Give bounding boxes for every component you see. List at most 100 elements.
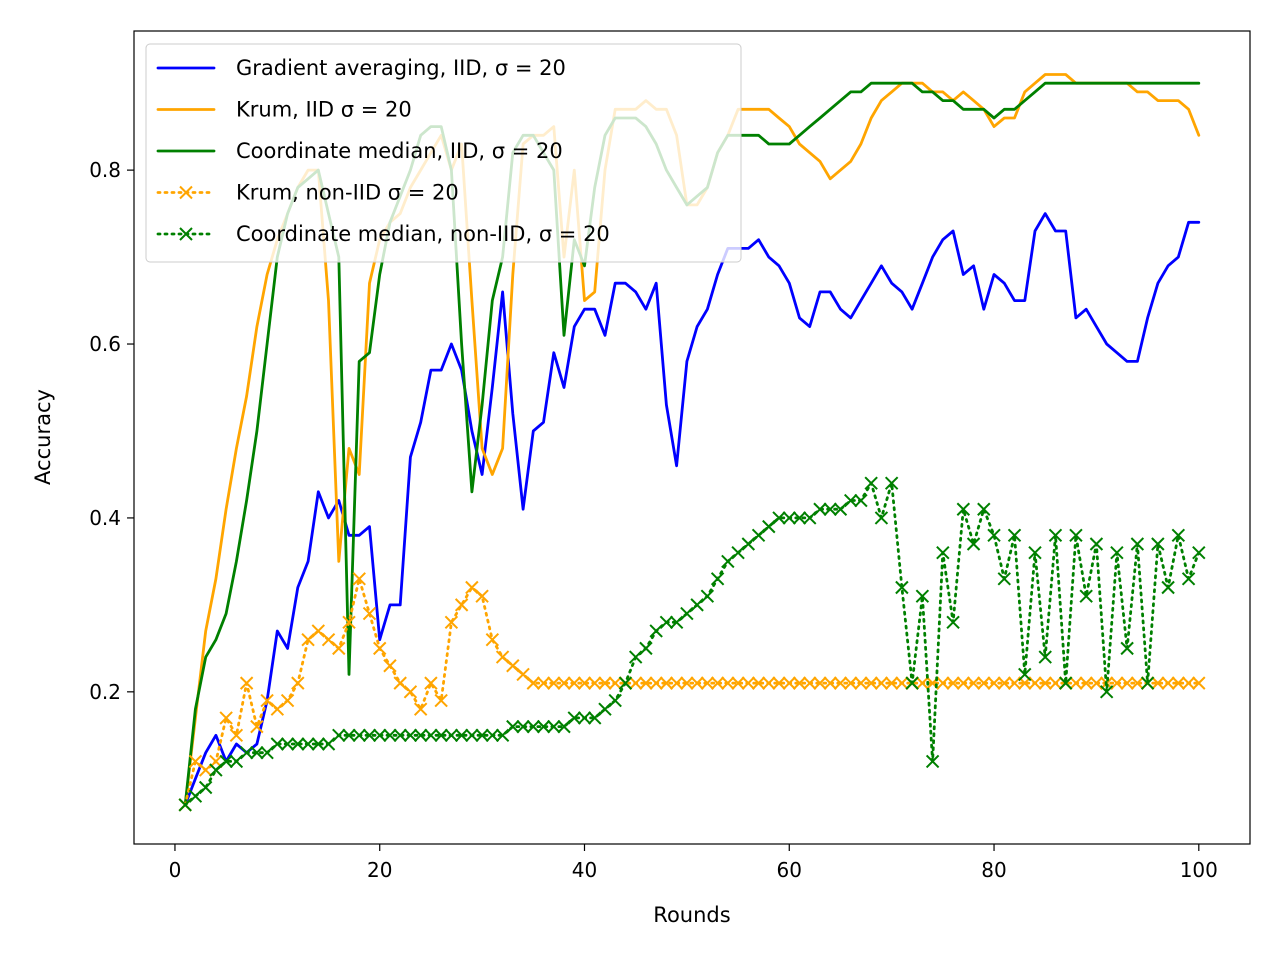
series-point [444,615,459,629]
series-4 [178,572,1206,812]
series-point [618,676,633,690]
series-point [772,676,786,690]
series-point [854,493,868,508]
series-point [526,719,541,734]
series-point [403,728,418,743]
series-point [997,572,1011,586]
plot-frame [133,30,1251,845]
series-point [813,676,827,690]
series-point [1059,676,1073,690]
series-point [454,728,469,743]
y-axis-label: Accuracy [31,389,55,485]
series-point [966,676,981,690]
series-point [454,598,469,612]
series-point [1038,676,1052,690]
series-point [270,737,285,751]
series-point [311,737,326,751]
series-point [1089,676,1104,690]
series-point [741,537,756,551]
series-point [1192,676,1206,690]
series-point [413,702,428,716]
series-point [332,641,346,656]
series-point [843,676,858,690]
series-point [659,615,674,629]
series-point [895,580,909,595]
legend-label: Krum, IID σ = 20 [236,98,412,122]
series-point [229,728,244,743]
x-tick-label: 20 [367,858,392,882]
series-point [332,728,346,743]
series-point [741,676,756,690]
series-point [250,719,264,734]
y-axis-ticks: 0.2 0.4 0.6 0.8 [89,158,134,704]
series-point [936,546,950,560]
series-point [803,511,817,525]
series-point [1140,676,1155,690]
series-point [977,676,991,690]
y-tick-label: 0.8 [89,158,121,182]
legend-label: Coordinate median, non-IID, σ = 20 [236,222,610,246]
series-point [690,598,704,612]
series-point [1171,528,1186,543]
series-point [342,728,356,743]
series-point [905,676,919,690]
series-point [1069,676,1083,690]
legend: Gradient averaging, IID, σ = 20 Krum, IID… [145,43,742,263]
legend-entry: Gradient averaging, IID, σ = 20 [156,56,566,80]
x-tick-label: 0 [169,858,182,882]
series-point [270,702,285,716]
series-point [649,624,663,638]
series-point [946,676,960,690]
series-point [547,676,561,690]
legend-marker [179,185,193,200]
series-point [1192,546,1206,560]
series-point [884,476,899,490]
legend-entry: Krum, IID σ = 20 [156,98,412,122]
series-point [403,685,418,699]
y-tick-label: 0.2 [89,680,121,704]
series-point [301,737,315,751]
series-point [321,737,336,751]
series-point [731,546,745,560]
series-point [987,528,1001,543]
x-axis-ticks: 0 20 40 60 80 100 [169,844,1218,882]
series-point [628,676,643,690]
series-point [362,728,377,743]
series-point [198,780,213,795]
series-point [966,537,981,551]
series-point [567,711,581,725]
legend-marker [179,227,193,241]
series-point [260,693,274,708]
series-point [1089,537,1104,551]
series-point [608,693,622,708]
series-point [557,676,571,690]
series-point [557,719,571,734]
series-point [823,502,837,516]
series-point [813,502,827,516]
series-point [311,624,326,638]
series-point [762,519,776,534]
series-point [731,676,745,690]
series-point [669,676,684,690]
series-point [373,728,387,743]
series-point [710,572,725,586]
series-point [577,711,592,725]
series-point [567,676,581,690]
series-point [424,676,438,690]
series-point [250,745,264,760]
series-point [1171,676,1186,690]
series-point [884,676,899,690]
series-point [465,728,479,743]
series-point [751,528,766,543]
x-tick-label: 40 [572,858,597,882]
series-line [183,577,1201,807]
legend-label: Krum, non-IID σ = 20 [236,181,459,205]
series-point [639,641,653,656]
series-point [373,641,387,656]
series-point [925,754,940,769]
series-point [485,728,500,743]
series-point [219,711,233,725]
legend-entries: Gradient averaging, IID, σ = 20 Krum, IID… [156,56,610,246]
series-point [598,676,612,690]
series-point [219,754,233,769]
